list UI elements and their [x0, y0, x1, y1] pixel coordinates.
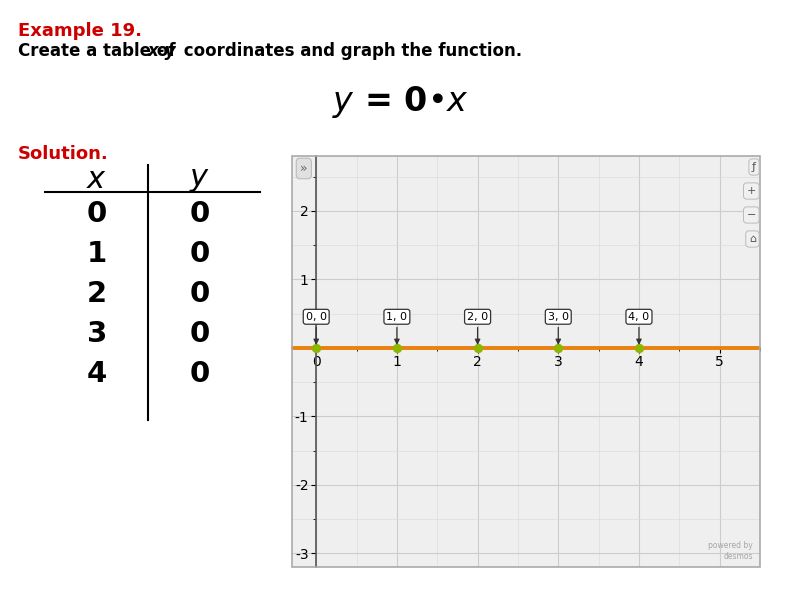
Text: 0: 0: [87, 200, 107, 228]
Text: x-y: x-y: [148, 42, 177, 60]
Text: 0: 0: [190, 240, 210, 268]
Text: 4, 0: 4, 0: [629, 312, 650, 344]
Text: 1: 1: [87, 240, 107, 268]
Text: ƒ: ƒ: [752, 162, 756, 172]
Text: 0: 0: [190, 200, 210, 228]
Text: 1, 0: 1, 0: [386, 312, 407, 344]
Text: Solution.: Solution.: [18, 145, 109, 163]
Text: −: −: [746, 210, 756, 220]
Text: 0: 0: [190, 360, 210, 388]
Text: 2, 0: 2, 0: [467, 312, 488, 344]
Text: 0, 0: 0, 0: [306, 312, 326, 344]
Text: 3, 0: 3, 0: [548, 312, 569, 344]
Text: 3: 3: [87, 320, 107, 348]
Text: $\mathit{y}$: $\mathit{y}$: [190, 165, 210, 194]
Point: [390, 343, 403, 353]
Text: 0: 0: [190, 320, 210, 348]
Text: ⌂: ⌂: [749, 234, 756, 244]
Text: $\mathit{y}$ = 0•$\mathit{x}$: $\mathit{y}$ = 0•$\mathit{x}$: [332, 84, 468, 120]
Text: Example 19.: Example 19.: [18, 22, 142, 40]
Point: [552, 343, 565, 353]
Text: $\mathit{x}$: $\mathit{x}$: [86, 165, 107, 194]
Text: 0: 0: [190, 280, 210, 308]
Point: [310, 343, 322, 353]
Text: 4: 4: [87, 360, 107, 388]
Text: »: »: [300, 162, 308, 175]
Text: powered by
desmos: powered by desmos: [708, 541, 753, 561]
Point: [633, 343, 646, 353]
Text: +: +: [746, 186, 756, 196]
Text: coordinates and graph the function.: coordinates and graph the function.: [178, 42, 522, 60]
Point: [471, 343, 484, 353]
Text: Create a table of: Create a table of: [18, 42, 182, 60]
Text: 2: 2: [87, 280, 107, 308]
